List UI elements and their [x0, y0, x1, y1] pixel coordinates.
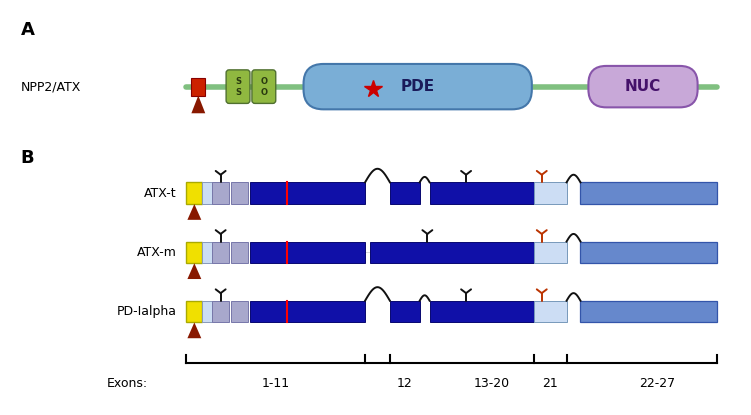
Text: 21: 21 — [542, 377, 558, 390]
Text: PD-Ialpha: PD-Ialpha — [116, 305, 176, 318]
Bar — [186, 242, 202, 263]
Text: B: B — [20, 149, 35, 167]
Bar — [231, 182, 248, 204]
Text: ATX-t: ATX-t — [144, 187, 176, 200]
Bar — [390, 182, 420, 204]
FancyBboxPatch shape — [226, 70, 250, 103]
Bar — [202, 182, 213, 204]
Bar — [390, 301, 420, 322]
Text: 1-11: 1-11 — [261, 377, 290, 390]
Bar — [250, 242, 365, 263]
FancyBboxPatch shape — [589, 66, 698, 107]
Polygon shape — [188, 322, 201, 338]
Bar — [534, 242, 566, 263]
FancyBboxPatch shape — [252, 70, 276, 103]
Bar — [581, 242, 717, 263]
Text: A: A — [20, 20, 35, 39]
Bar — [213, 301, 229, 322]
Bar — [370, 242, 534, 263]
Text: 13-20: 13-20 — [474, 377, 510, 390]
Bar — [534, 182, 566, 204]
Bar — [186, 301, 202, 322]
Text: O: O — [261, 88, 267, 97]
Bar — [231, 301, 248, 322]
Text: PDE: PDE — [400, 79, 435, 94]
Bar — [250, 301, 365, 322]
Bar — [202, 242, 213, 263]
Text: S: S — [235, 77, 241, 86]
Polygon shape — [188, 204, 201, 220]
Text: NPP2/ATX: NPP2/ATX — [20, 80, 81, 93]
Bar — [192, 78, 205, 95]
FancyBboxPatch shape — [303, 64, 532, 109]
Bar — [231, 242, 248, 263]
Bar — [534, 301, 566, 322]
Bar — [202, 301, 213, 322]
Bar — [581, 301, 717, 322]
Bar — [430, 301, 534, 322]
Text: 22-27: 22-27 — [639, 377, 675, 390]
Bar — [430, 182, 534, 204]
Text: 12: 12 — [397, 377, 412, 390]
Bar — [581, 182, 717, 204]
Text: O: O — [261, 77, 267, 86]
Bar — [213, 182, 229, 204]
Polygon shape — [188, 263, 201, 279]
Bar — [186, 182, 202, 204]
Text: NUC: NUC — [625, 79, 661, 94]
Bar — [213, 242, 229, 263]
Bar — [250, 182, 365, 204]
Text: S: S — [235, 88, 241, 97]
Text: ATX-m: ATX-m — [137, 246, 176, 259]
Text: Exons:: Exons: — [107, 377, 148, 390]
Polygon shape — [192, 95, 205, 113]
